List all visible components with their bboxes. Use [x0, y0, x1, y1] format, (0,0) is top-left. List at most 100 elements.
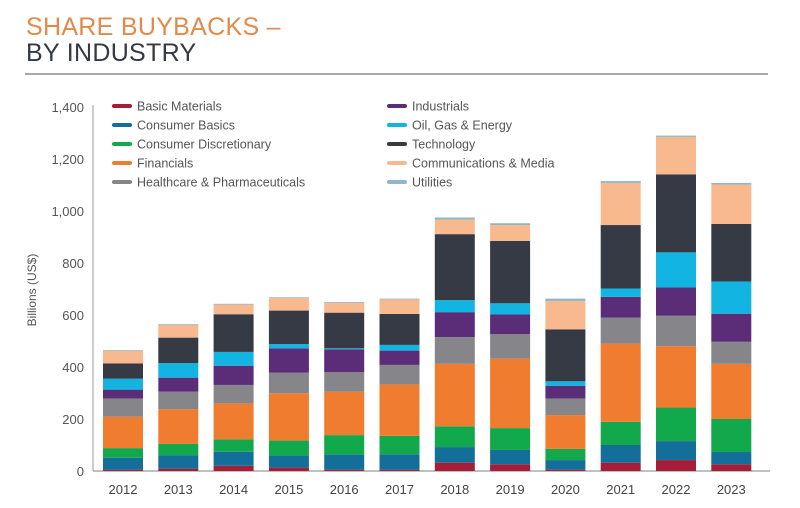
- bar-segment-2013-financials: [158, 409, 199, 444]
- bar-segment-2019-basic-materials: [490, 464, 531, 471]
- legend-label: Financials: [137, 157, 193, 171]
- legend-swatch: [387, 142, 407, 146]
- bar-segment-2013-consumer-discretionary: [158, 443, 199, 456]
- bar-segment-2021-consumer-discretionary: [600, 421, 641, 445]
- y-tick-label: 1,200: [51, 152, 84, 167]
- bar-segment-2021-healthcare-pharmaceuticals: [600, 317, 641, 344]
- bar-segment-2019-technology: [490, 240, 531, 304]
- legend-swatch: [112, 123, 132, 127]
- legend-label: Oil, Gas & Energy: [412, 119, 513, 133]
- bar-segment-2016-consumer-discretionary: [324, 435, 365, 455]
- legend-label: Technology: [412, 138, 476, 152]
- x-tick-label: 2012: [109, 482, 138, 497]
- bar-segment-2015-basic-materials: [268, 467, 309, 471]
- bar-segment-2012-technology: [103, 363, 143, 379]
- bar-segment-2014-communications-media: [213, 304, 254, 315]
- bar-segment-2012-basic-materials: [103, 469, 143, 471]
- bar-segment-2021-industrials: [600, 296, 641, 318]
- bar-segment-2020-consumer-discretionary: [545, 448, 586, 461]
- bar-segment-2023-utilities: [711, 182, 752, 185]
- bar-segment-2016-financials: [324, 391, 365, 436]
- legend-swatch: [387, 180, 407, 184]
- y-axis-title: Billions (US$): [25, 254, 39, 327]
- bar-segment-2019-industrials: [490, 314, 531, 335]
- bar-segment-2021-basic-materials: [600, 462, 641, 471]
- y-tick-label: 400: [62, 360, 84, 375]
- bar-segment-2019-financials: [490, 358, 531, 429]
- bar-segment-2022-oil-gas-energy: [656, 252, 696, 288]
- bar-segment-2013-utilities: [158, 324, 199, 325]
- bar-segment-2012-consumer-basics: [103, 457, 143, 470]
- bar-segment-2015-utilities: [268, 297, 309, 299]
- bar-segment-2014-consumer-basics: [213, 451, 254, 466]
- bar-segment-2020-technology: [545, 329, 586, 382]
- legend-swatch: [112, 142, 132, 146]
- bar-segment-2022-communications-media: [656, 136, 696, 175]
- bar-segment-2012-utilities: [103, 350, 143, 351]
- bar-segment-2015-consumer-basics: [268, 455, 309, 468]
- legend-swatch: [112, 180, 132, 184]
- bar-segment-2019-consumer-discretionary: [490, 428, 531, 450]
- bar-segment-2015-oil-gas-energy: [268, 344, 309, 349]
- bar-segment-2012-consumer-discretionary: [103, 448, 143, 458]
- bar-segment-2022-utilities: [656, 135, 696, 137]
- bar-segment-2014-healthcare-pharmaceuticals: [213, 384, 254, 404]
- bar-segment-2020-financials: [545, 415, 586, 449]
- bar-segment-2018-communications-media: [434, 219, 475, 235]
- bar-segment-2020-healthcare-pharmaceuticals: [545, 398, 586, 416]
- bar-segment-2016-communications-media: [324, 302, 365, 313]
- bar-segment-2014-consumer-discretionary: [213, 439, 254, 452]
- bar-segment-2023-industrials: [711, 313, 752, 342]
- bar-segment-2021-financials: [600, 343, 641, 422]
- x-tick-label: 2015: [274, 482, 303, 497]
- bar-segment-2014-technology: [213, 314, 254, 352]
- bar-segment-2017-financials: [379, 384, 420, 436]
- bar-segment-2020-communications-media: [545, 300, 586, 330]
- bar-segment-2018-oil-gas-energy: [434, 300, 475, 313]
- x-tick-label: 2018: [440, 482, 469, 497]
- bar-segment-2020-basic-materials: [545, 469, 586, 471]
- bar-segment-2016-industrials: [324, 349, 365, 373]
- y-tick-label: 0: [77, 464, 84, 479]
- bar-segment-2021-technology: [600, 225, 641, 289]
- x-tick-label: 2021: [606, 482, 635, 497]
- bar-segment-2018-basic-materials: [434, 462, 475, 471]
- legend-label: Consumer Basics: [137, 119, 235, 133]
- bar-segment-2013-oil-gas-energy: [158, 363, 199, 378]
- y-tick-label: 800: [62, 256, 84, 271]
- bar-segment-2023-basic-materials: [711, 464, 752, 471]
- bar-segment-2020-consumer-basics: [545, 460, 586, 470]
- bar-segment-2017-technology: [379, 313, 420, 345]
- y-tick-label: 200: [62, 412, 84, 427]
- bar-segment-2013-technology: [158, 337, 199, 364]
- bar-segment-2015-industrials: [268, 348, 309, 373]
- bar-segment-2022-consumer-discretionary: [656, 407, 696, 442]
- bar-segment-2023-consumer-basics: [711, 452, 752, 465]
- bar-segment-2017-consumer-discretionary: [379, 435, 420, 455]
- bar-segment-2021-oil-gas-energy: [600, 288, 641, 297]
- bar-segment-2014-financials: [213, 403, 254, 440]
- bar-segment-2023-oil-gas-energy: [711, 281, 752, 314]
- x-tick-label: 2017: [385, 482, 414, 497]
- bar-segment-2017-utilities: [379, 298, 420, 300]
- legend-swatch: [112, 161, 132, 165]
- legend-label: Consumer Discretionary: [137, 138, 272, 152]
- bar-segment-2012-oil-gas-energy: [103, 378, 143, 390]
- legend-label: Healthcare & Pharmaceuticals: [137, 176, 305, 190]
- y-tick-label: 600: [62, 308, 84, 323]
- chart-title-line2: BY INDUSTRY: [26, 39, 197, 67]
- bar-segment-2020-utilities: [545, 298, 586, 301]
- bar-segment-2023-communications-media: [711, 184, 752, 224]
- bar-segment-2017-communications-media: [379, 299, 420, 314]
- bar-segment-2016-healthcare-pharmaceuticals: [324, 372, 365, 392]
- bar-segment-2016-utilities: [324, 302, 365, 303]
- bar-segment-2012-communications-media: [103, 350, 143, 364]
- bar-segment-2014-oil-gas-energy: [213, 351, 254, 366]
- bar-segment-2018-consumer-discretionary: [434, 426, 475, 448]
- bar-segment-2013-consumer-basics: [158, 455, 199, 469]
- x-tick-label: 2022: [662, 482, 691, 497]
- bar-segment-2023-financials: [711, 363, 752, 419]
- bar-segment-2022-healthcare-pharmaceuticals: [656, 315, 696, 347]
- bar-segment-2018-healthcare-pharmaceuticals: [434, 337, 475, 364]
